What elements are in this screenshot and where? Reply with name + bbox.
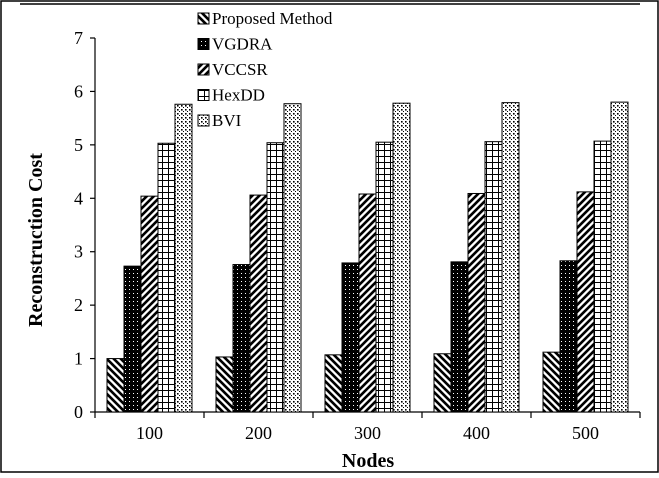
- x-tick-label: 400: [463, 423, 490, 443]
- bar-vccsr-100: [140, 195, 159, 413]
- bar-hexdd-300: [375, 141, 394, 413]
- y-tick-label: 0: [74, 402, 83, 422]
- bar-vccsr-400: [467, 192, 486, 413]
- y-tick-label: 5: [74, 135, 83, 155]
- bar-proposed-method-200: [215, 356, 234, 413]
- bar-bvi-500: [610, 101, 629, 413]
- legend-swatch-vgdra: [197, 38, 210, 50]
- x-tick-label: 200: [245, 423, 272, 443]
- bar-vgdra-200: [232, 264, 251, 413]
- legend-label: Proposed Method: [212, 9, 333, 28]
- bar-vgdra-300: [341, 262, 360, 413]
- y-tick-label: 1: [74, 349, 83, 369]
- bar-vgdra-500: [559, 260, 578, 413]
- y-tick-label: 2: [74, 295, 83, 315]
- y-tick-label: 7: [74, 28, 83, 48]
- bar-proposed-method-500: [542, 351, 561, 413]
- bar-hexdd-200: [266, 142, 285, 413]
- legend-swatch-vccsr: [197, 63, 210, 76]
- legend-label: VCCSR: [212, 60, 268, 79]
- bar-vgdra-100: [123, 265, 142, 413]
- legend-swatch-hexdd: [197, 89, 210, 101]
- x-tick-label: 300: [354, 423, 381, 443]
- bars: [106, 101, 629, 413]
- bar-proposed-method-300: [324, 354, 343, 413]
- bar-bvi-200: [283, 103, 302, 413]
- bar-bvi-300: [392, 102, 411, 413]
- legend: Proposed Method VGDRA VCCSR HexDD BVI: [197, 9, 333, 130]
- y-tick-label: 3: [74, 242, 83, 262]
- legend-label: BVI: [212, 111, 242, 130]
- y-axis-label: Reconstruction Cost: [25, 153, 47, 327]
- y-tick-label: 4: [74, 188, 83, 208]
- axes: 0 1 2 3 4 5 6 7 100 200 300 400 500: [74, 28, 641, 443]
- legend-label: HexDD: [212, 86, 265, 105]
- legend-swatch-bvi: [197, 114, 210, 127]
- x-tick-label: 100: [136, 423, 163, 443]
- bar-vccsr-200: [249, 194, 268, 413]
- bar-proposed-method-100: [106, 358, 125, 413]
- x-tick-label: 500: [572, 423, 599, 443]
- x-axis-label: Nodes: [342, 450, 394, 472]
- legend-label: VGDRA: [212, 35, 273, 54]
- legend-swatch-proposed-method: [197, 12, 210, 25]
- bar-vccsr-300: [358, 193, 377, 413]
- bar-hexdd-400: [484, 141, 503, 413]
- bar-hexdd-100: [157, 142, 176, 413]
- bar-vccsr-500: [576, 191, 595, 413]
- bar-bvi-100: [174, 103, 193, 413]
- y-tick-label: 6: [74, 81, 83, 101]
- bar-bvi-400: [501, 102, 520, 413]
- bar-hexdd-500: [593, 140, 612, 413]
- bar-vgdra-400: [450, 261, 469, 413]
- bar-proposed-method-400: [433, 353, 452, 413]
